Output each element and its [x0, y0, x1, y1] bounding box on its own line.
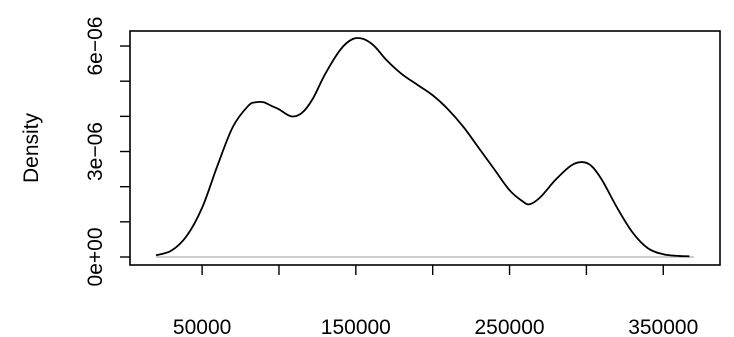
x-tick-label: 50000	[173, 316, 231, 337]
y-tick-label: 6e−06	[84, 17, 107, 76]
y-tick-label: 0e+00	[84, 228, 107, 287]
x-tick-label: 350000	[628, 316, 698, 337]
y-axis: 0e+00 3e−06 6e−06	[84, 17, 130, 287]
x-tick-label: 150000	[321, 316, 391, 337]
y-tick-label: 3e−06	[84, 122, 107, 181]
plot-frame	[129, 30, 721, 266]
x-tick-label: 250000	[475, 316, 545, 337]
density-curve	[155, 37, 690, 258]
y-axis-title: Density	[20, 112, 43, 183]
x-axis: 50000 150000 250000 350000	[173, 265, 698, 337]
